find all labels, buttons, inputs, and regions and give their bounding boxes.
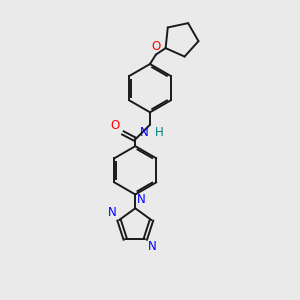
Text: N: N bbox=[148, 240, 156, 254]
Text: N: N bbox=[108, 206, 117, 219]
Text: N: N bbox=[136, 193, 145, 206]
Text: O: O bbox=[111, 119, 120, 132]
Text: H: H bbox=[155, 126, 164, 139]
Text: O: O bbox=[151, 40, 160, 53]
Text: N: N bbox=[140, 126, 149, 139]
